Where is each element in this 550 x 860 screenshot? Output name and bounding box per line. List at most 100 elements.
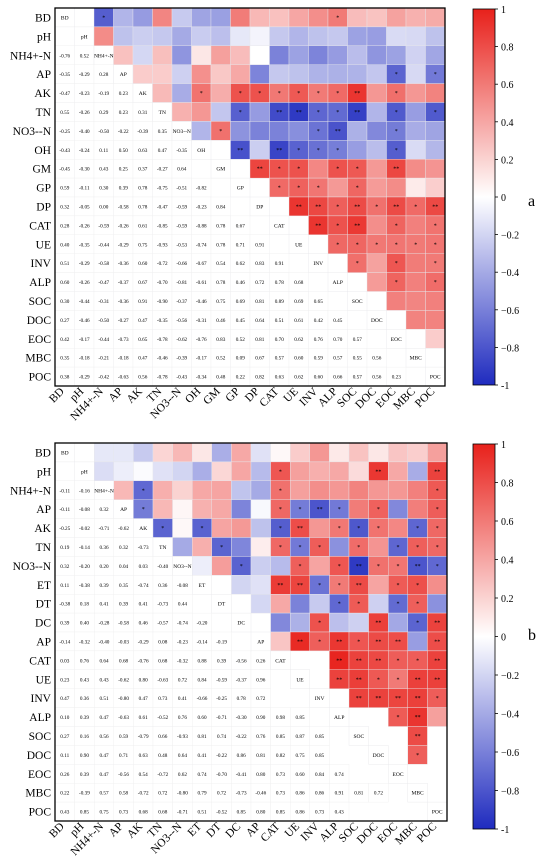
correlation-value: -0.26 [79,110,90,116]
correlation-value: 0.80 [256,772,265,778]
correlation-value: -0.25 [59,129,70,135]
heatmap-cell [269,45,290,65]
correlation-value: 0.91 [275,261,284,267]
heatmap-cell [427,442,448,463]
column-label: ET [186,821,204,839]
correlation-value: 0.73 [276,791,285,797]
colorbar-tick-label: −0.6 [501,748,519,759]
heatmap-cell [348,612,369,633]
correlation-value: 0.08 [158,639,167,645]
heatmap-cell [386,7,407,28]
correlation-value: 0.71 [119,753,128,759]
row-label: UE [36,239,51,251]
heatmap-cell [327,177,348,198]
correlation-value: 0.91 [255,242,264,248]
heatmap-cell [231,461,252,481]
row-label: DOC [27,750,52,762]
value-cell [368,783,389,803]
heatmap-cell [388,518,409,538]
diagonal-label: DT [218,602,226,608]
heatmap-cell [249,45,270,65]
heatmap-cell [231,442,252,463]
diagonal-cell [269,215,290,235]
significance-mark: * [377,564,380,570]
correlation-value: -0.70 [216,772,227,778]
colorbar-tick-label: −0.8 [501,787,519,798]
significance-mark: * [338,602,341,608]
correlation-value: 0.72 [256,696,265,702]
correlation-value: 0.73 [276,772,285,778]
significance-mark: ** [434,621,440,627]
correlation-value: -0.08 [177,583,188,589]
significance-mark: ** [356,677,362,683]
heatmap-cell [386,177,407,198]
heatmap-cell [366,215,387,235]
column-label: GM [201,386,223,408]
significance-mark: ** [393,167,399,173]
diagonal-label: NH4+-N [94,488,114,494]
row-label: BD [35,447,51,459]
diagonal-label: MBC [411,791,424,797]
significance-mark: * [297,167,300,173]
correlation-value: 0.47 [138,318,147,324]
heatmap-cell [347,140,368,160]
correlation-value: -0.50 [98,129,109,135]
heatmap-cell [172,499,193,519]
correlation-value: 0.28 [60,223,69,229]
correlation-value: 0.30 [99,186,108,192]
correlation-value: 0.30 [60,299,69,305]
diagonal-cell [211,594,232,614]
heatmap-cell [308,158,329,179]
heatmap-cell [347,121,368,141]
correlation-value: 0.35 [158,129,167,135]
correlation-value: 0.85 [276,810,285,816]
correlation-value: 0.84 [197,677,206,683]
correlation-value: 0.61 [294,318,303,324]
heatmap-cell [230,64,251,84]
correlation-value: 0.45 [333,318,342,324]
correlation-value: 0.73 [119,810,128,816]
colorbar-tick-label: 1 [501,5,506,16]
correlation-value: -0.88 [196,223,207,229]
correlation-value: 0.47 [99,772,108,778]
significance-mark: ** [354,204,360,210]
heatmap-cell [172,461,193,481]
heatmap-frame [54,7,446,387]
heatmap-cell [210,45,231,65]
significance-mark: * [397,658,400,664]
heatmap-cell [211,518,232,538]
significance-mark: * [436,564,439,570]
column-label: DOC [353,385,379,411]
correlation-value: 0.91 [335,791,344,797]
correlation-value: -0.23 [79,91,90,97]
correlation-value: -0.29 [79,375,90,381]
significance-mark: * [397,564,400,570]
heatmap-cell [425,121,446,141]
colorbar-tick-label: −0.4 [501,268,519,279]
row-label: NH4+-N [10,50,52,62]
significance-mark: ** [434,677,440,683]
correlation-value: 0.64 [255,318,264,324]
significance-mark: ** [434,639,440,645]
correlation-value: 0.66 [158,734,167,740]
correlation-value: 0.87 [295,734,304,740]
correlation-value: 0.27 [60,318,69,324]
heatmap-cell [191,121,212,141]
diagonal-cell [347,291,368,311]
heatmap-cell [308,64,329,84]
colorbar-tick-label: −0.6 [501,306,519,317]
correlation-value: 0.76 [256,734,265,740]
correlation-value: 0.38 [60,375,69,381]
correlation-value: 0.64 [178,753,187,759]
correlation-value: 0.64 [99,658,108,664]
correlation-value: -0.21 [98,356,109,362]
significance-mark: ** [356,658,362,664]
heatmap-cell [231,499,252,519]
heatmap-cell [405,215,426,235]
correlation-value: 0.10 [60,715,69,721]
significance-mark: * [414,204,417,210]
correlation-value: 0.62 [294,337,303,343]
correlation-value: -0.76 [196,337,207,343]
heatmap-cell [210,64,231,84]
heatmap-cell [329,612,350,633]
